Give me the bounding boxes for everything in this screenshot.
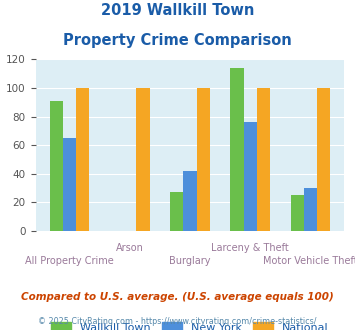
Bar xyxy=(304,188,317,231)
Bar xyxy=(230,68,244,231)
Bar xyxy=(170,192,183,231)
Text: 2019 Wallkill Town: 2019 Wallkill Town xyxy=(101,3,254,18)
Bar xyxy=(183,171,197,231)
Legend: Wallkill Town, New York, National: Wallkill Town, New York, National xyxy=(48,319,332,330)
Text: All Property Crime: All Property Crime xyxy=(25,256,114,266)
Bar xyxy=(244,122,257,231)
Text: Arson: Arson xyxy=(116,243,144,252)
Text: © 2025 CityRating.com - https://www.cityrating.com/crime-statistics/: © 2025 CityRating.com - https://www.city… xyxy=(38,317,317,326)
Bar xyxy=(76,88,89,231)
Bar xyxy=(63,138,76,231)
Bar xyxy=(197,88,210,231)
Bar xyxy=(136,88,149,231)
Bar xyxy=(50,101,63,231)
Text: Motor Vehicle Theft: Motor Vehicle Theft xyxy=(263,256,355,266)
Text: Burglary: Burglary xyxy=(169,256,211,266)
Text: Larceny & Theft: Larceny & Theft xyxy=(211,243,289,252)
Bar xyxy=(317,88,330,231)
Bar xyxy=(257,88,270,231)
Bar xyxy=(290,195,304,231)
Text: Compared to U.S. average. (U.S. average equals 100): Compared to U.S. average. (U.S. average … xyxy=(21,292,334,302)
Text: Property Crime Comparison: Property Crime Comparison xyxy=(63,33,292,48)
